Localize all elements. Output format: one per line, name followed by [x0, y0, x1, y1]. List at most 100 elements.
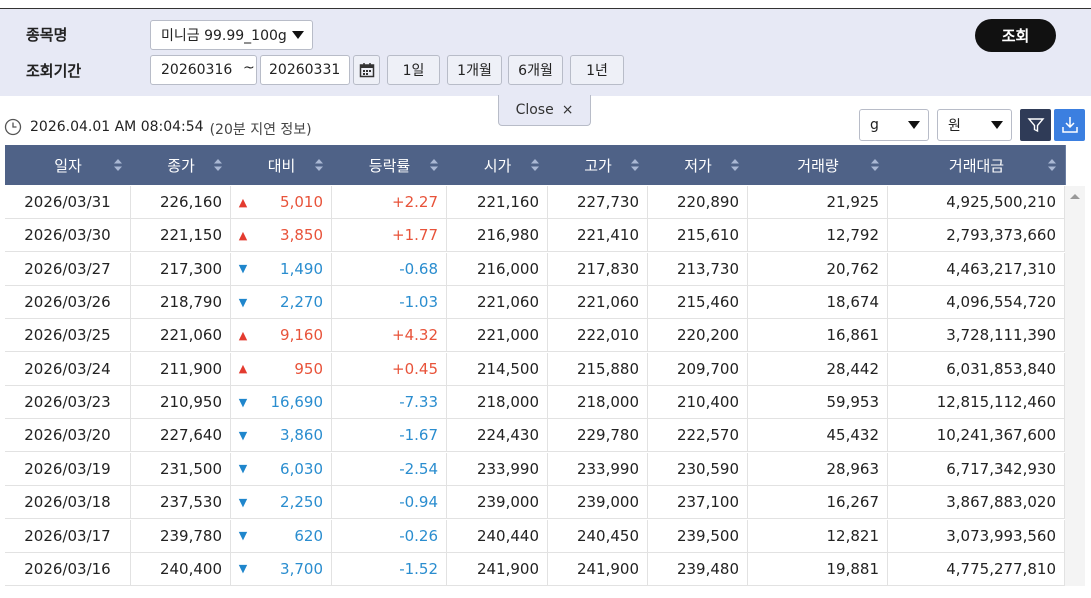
table-cell: 28,442: [748, 352, 888, 386]
table-cell: 9,160: [255, 319, 332, 353]
column-header[interactable]: 거래대금: [888, 145, 1066, 185]
table-cell: -1.03: [332, 286, 447, 320]
close-text: Close: [515, 102, 554, 118]
timestamp: 2026.04.01 AM 08:04:54: [30, 119, 204, 135]
table-cell: 239,780: [131, 519, 231, 553]
table-cell: 45,432: [748, 419, 888, 453]
delay-note: (20분 지연 정보): [209, 122, 312, 138]
column-header[interactable]: 대비: [231, 145, 333, 185]
table-cell: 222,570: [648, 419, 748, 453]
table-cell: 221,160: [447, 186, 548, 219]
table-cell: 227,640: [131, 419, 231, 453]
table-cell: 3,073,993,560: [888, 519, 1065, 553]
date-separator: ~: [243, 60, 255, 76]
table-cell: 20,762: [748, 252, 888, 286]
column-header[interactable]: 일자: [5, 145, 132, 185]
sort-icon: [731, 159, 739, 171]
table-cell: 2026/03/23: [5, 386, 131, 420]
table-cell: -0.94: [332, 486, 447, 520]
column-header[interactable]: 시가: [447, 145, 549, 185]
close-tab[interactable]: Close ×: [498, 95, 591, 126]
table-cell: 2,250: [255, 486, 332, 520]
header-text: 시가: [483, 156, 512, 175]
table-cell: 12,815,112,460: [888, 386, 1065, 420]
scrollbar: [1065, 186, 1085, 586]
currency-select[interactable]: 원: [937, 109, 1012, 141]
table-cell: 240,440: [447, 519, 548, 553]
range-button[interactable]: 6개월: [508, 55, 563, 85]
table-cell: 237,100: [648, 486, 748, 520]
column-header[interactable]: 등락률: [332, 145, 448, 185]
table-cell: 1,490: [255, 252, 332, 286]
table-cell: 6,030: [255, 452, 332, 486]
table-cell: 19,881: [748, 552, 888, 586]
table-cell: 2,793,373,660: [888, 219, 1065, 253]
table-cell: 218,000: [548, 386, 648, 420]
table-cell: 3,867,883,020: [888, 486, 1065, 520]
header-text: 등락률: [368, 156, 411, 175]
table-cell: 217,830: [548, 252, 648, 286]
table-cell: 233,990: [548, 452, 648, 486]
table-cell: 10,241,367,600: [888, 419, 1065, 453]
column-header[interactable]: 종가: [131, 145, 232, 185]
table-cell: 2026/03/17: [5, 519, 131, 553]
table-cell: 12,821: [748, 519, 888, 553]
date-to[interactable]: 20260331: [260, 55, 350, 85]
item-select[interactable]: 미니금 99.99_100g: [150, 20, 313, 50]
table-cell: 2026/03/18: [5, 486, 131, 520]
sort-icon: [214, 159, 222, 171]
range-button[interactable]: 1개월: [447, 55, 502, 85]
column-header[interactable]: 고가: [548, 145, 649, 185]
column-header[interactable]: 저가: [648, 145, 749, 185]
filter-button[interactable]: [1020, 109, 1051, 141]
calendar-button[interactable]: [353, 55, 380, 85]
table-cell: 224,430: [447, 419, 548, 453]
table-cell: 2026/03/27: [5, 252, 131, 286]
table-cell: -2.54: [332, 452, 447, 486]
table-cell: 4,463,217,310: [888, 252, 1065, 286]
column-header[interactable]: 거래량: [748, 145, 889, 185]
direction-icon: ▼: [231, 286, 255, 320]
header-text: 일자: [54, 156, 82, 175]
table-cell: 213,730: [648, 252, 748, 286]
direction-icon: ▲: [231, 186, 255, 219]
clock-icon: [4, 118, 22, 136]
table-cell: 209,700: [648, 352, 748, 386]
table-cell: 6,717,342,930: [888, 452, 1065, 486]
unit-select[interactable]: g: [859, 109, 929, 141]
table-cell: -0.68: [332, 252, 447, 286]
range-button[interactable]: 1일: [387, 55, 440, 85]
range-button[interactable]: 1년: [570, 55, 624, 85]
table-cell: +0.45: [332, 352, 447, 386]
search-panel: 종목명 조회기간 미니금 99.99_100g 20260316 ~ 20260…: [0, 8, 1091, 96]
table-cell: 3,860: [255, 419, 332, 453]
header-text: 저가: [684, 156, 712, 175]
table-cell: -1.52: [332, 552, 447, 586]
table-cell: 3,700: [255, 552, 332, 586]
table-cell: 222,010: [548, 319, 648, 353]
direction-icon: ▲: [231, 353, 255, 386]
direction-icon: ▼: [231, 453, 255, 486]
table-cell: 215,610: [648, 219, 748, 253]
table-cell: 2026/03/30: [5, 219, 131, 253]
search-button[interactable]: 조회: [975, 19, 1056, 52]
table-cell: 16,690: [255, 386, 332, 420]
table-cell: 221,060: [131, 319, 231, 353]
direction-icon: ▼: [231, 553, 255, 586]
table-cell: 231,500: [131, 452, 231, 486]
table-cell: 241,900: [548, 552, 648, 586]
item-label: 종목명: [26, 26, 68, 44]
header-text: 대비: [267, 156, 296, 175]
table-cell: 2026/03/25: [5, 319, 131, 353]
date-from[interactable]: 20260316: [150, 55, 257, 85]
table-cell: 950: [255, 352, 332, 386]
download-button[interactable]: [1054, 109, 1085, 141]
table-cell: 215,460: [648, 286, 748, 320]
table-cell: 211,900: [131, 352, 231, 386]
table-cell: 216,000: [447, 252, 548, 286]
header-text: 고가: [584, 156, 612, 175]
sort-icon: [871, 159, 879, 171]
unit-select-text: g: [870, 117, 879, 133]
table-cell: 240,450: [548, 519, 648, 553]
table-cell: 226,160: [131, 186, 231, 219]
